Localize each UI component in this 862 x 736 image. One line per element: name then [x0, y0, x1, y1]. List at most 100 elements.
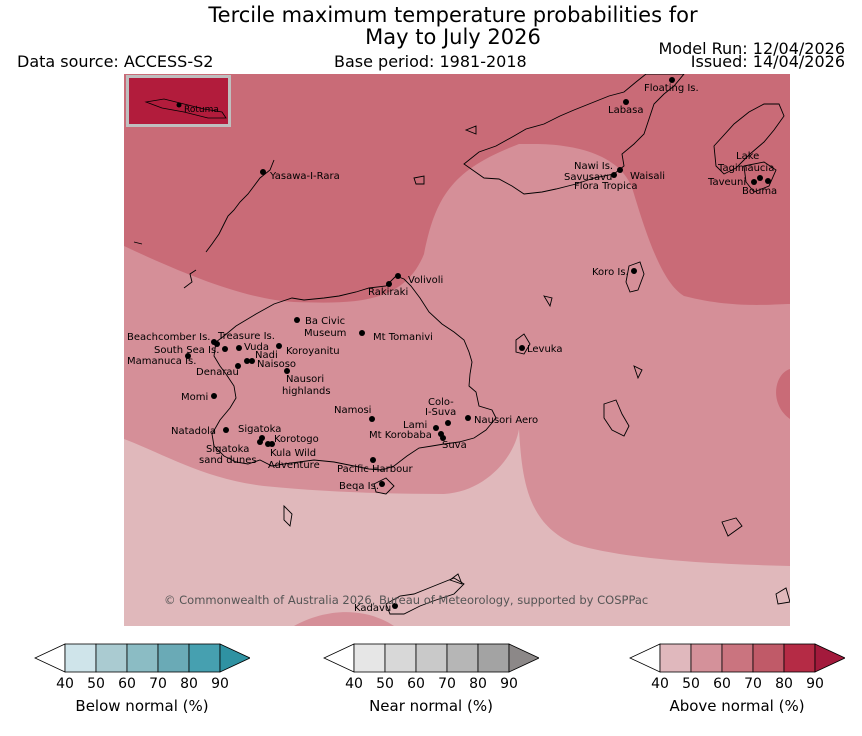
probability-map: Rotuma	[124, 74, 790, 626]
place-label: Mt Korobaba	[369, 430, 432, 441]
legend-bar-below	[34, 643, 250, 673]
place-label: Museum	[304, 328, 346, 339]
legend-swatch	[384, 643, 417, 673]
town-marker	[235, 363, 241, 369]
place-label: Pacific Harbour	[337, 464, 414, 475]
place-label: Nawi Is.	[574, 161, 613, 172]
town-marker	[369, 416, 375, 422]
place-label: Levuka	[527, 344, 563, 355]
koro-island	[625, 261, 645, 293]
qamea-coast	[743, 161, 777, 193]
islet-1	[721, 517, 743, 537]
ovalau-island	[515, 333, 531, 355]
place-label: Treasure Is.	[217, 331, 275, 342]
town-marker	[214, 341, 220, 347]
town-marker	[249, 358, 255, 364]
zone-above-60-south	[294, 612, 394, 626]
town-marker	[236, 345, 242, 351]
place-label: Floating Is.	[644, 83, 699, 94]
data-source: Data source: ACCESS-S2	[17, 52, 214, 71]
town-marker	[223, 427, 229, 433]
town-marker	[284, 368, 290, 374]
legend-tick: 40	[345, 676, 363, 692]
place-label: Sigatoka	[238, 424, 281, 435]
place-label: Natadola	[171, 426, 216, 437]
town-marker	[440, 435, 446, 441]
viti-levu-coast	[211, 275, 497, 471]
place-label: Adventure	[268, 460, 320, 471]
town-marker	[370, 457, 376, 463]
inset-dot	[176, 102, 182, 108]
kadavu-island	[385, 577, 465, 615]
place-label: Tagimaucia	[717, 163, 774, 174]
legend-tick: 70	[744, 676, 762, 692]
legend-tick: 40	[56, 676, 74, 692]
town-marker	[465, 415, 471, 421]
place-label: Koroyanitu	[286, 346, 340, 357]
legend-swatch	[415, 643, 448, 673]
place-label: Bouma	[742, 186, 777, 197]
place-label: Colo-	[428, 397, 454, 408]
town-marker	[433, 425, 439, 431]
map-title-line2: May to July 2026	[365, 25, 541, 49]
gau-island	[603, 399, 630, 437]
place-label: Nadi	[255, 350, 278, 361]
place-label: Yasawa-I-Rara	[269, 171, 340, 182]
legend-tick: 60	[118, 676, 136, 692]
legend-swatch	[353, 643, 386, 673]
inset-map	[129, 78, 228, 124]
town-marker	[631, 268, 637, 274]
town-marker	[244, 358, 250, 364]
islet-2	[775, 587, 790, 605]
place-label: Mamanuca Is.	[127, 356, 196, 367]
legend-label-below: Below normal (%)	[75, 697, 209, 715]
legend-bar-above	[629, 643, 845, 673]
legend-swatch	[752, 643, 785, 673]
vanua-levu-coast	[463, 74, 685, 195]
town-marker	[395, 273, 401, 279]
islet-5	[543, 295, 553, 308]
legend-extension-high	[814, 643, 845, 673]
place-label: Rakiraki	[368, 287, 408, 298]
islet-3	[413, 175, 425, 185]
place-label: Nausori	[286, 374, 324, 385]
legend-tick: 50	[376, 676, 394, 692]
legend-swatch	[157, 643, 190, 673]
place-label: Ba Civic	[305, 316, 345, 327]
legend-tick: 70	[438, 676, 456, 692]
town-marker	[359, 330, 365, 336]
legend-tick: 60	[713, 676, 731, 692]
copyright-note: © Commonwealth of Australia 2026, Bureau…	[164, 593, 648, 607]
map-title-line1: Tercile maximum temperature probabilitie…	[208, 3, 698, 27]
town-marker	[386, 281, 392, 287]
vatulele-island	[283, 504, 293, 527]
legend-tick: 80	[775, 676, 793, 692]
town-marker	[211, 393, 217, 399]
town-marker	[392, 603, 398, 609]
place-label: Labasa	[608, 105, 644, 116]
legend-tick: 50	[682, 676, 700, 692]
islet-7	[449, 573, 463, 585]
place-label: Taveuni	[707, 177, 746, 188]
legend-extension-high	[508, 643, 539, 673]
inset-island-outline	[144, 98, 227, 119]
islet-6	[633, 365, 643, 380]
town-marker	[257, 439, 263, 445]
town-marker	[379, 481, 385, 487]
legend-swatch	[721, 643, 754, 673]
place-label: Namosi	[334, 405, 371, 416]
town-marker	[222, 346, 228, 352]
place-label: Lake	[736, 151, 759, 162]
model-run: Model Run: 12/04/2026	[658, 39, 846, 58]
legend-tick: 80	[180, 676, 198, 692]
legend-label-near: Near normal (%)	[369, 697, 493, 715]
zone-above-50	[124, 429, 790, 626]
legend-extension-low	[629, 643, 661, 673]
legend-swatch	[126, 643, 159, 673]
place-label: Korotogo	[274, 434, 319, 445]
legend-swatch	[477, 643, 510, 673]
place-label: Waisali	[630, 171, 665, 182]
legend-tick: 50	[87, 676, 105, 692]
legend-label-above: Above normal (%)	[669, 697, 805, 715]
town-marker	[269, 441, 275, 447]
